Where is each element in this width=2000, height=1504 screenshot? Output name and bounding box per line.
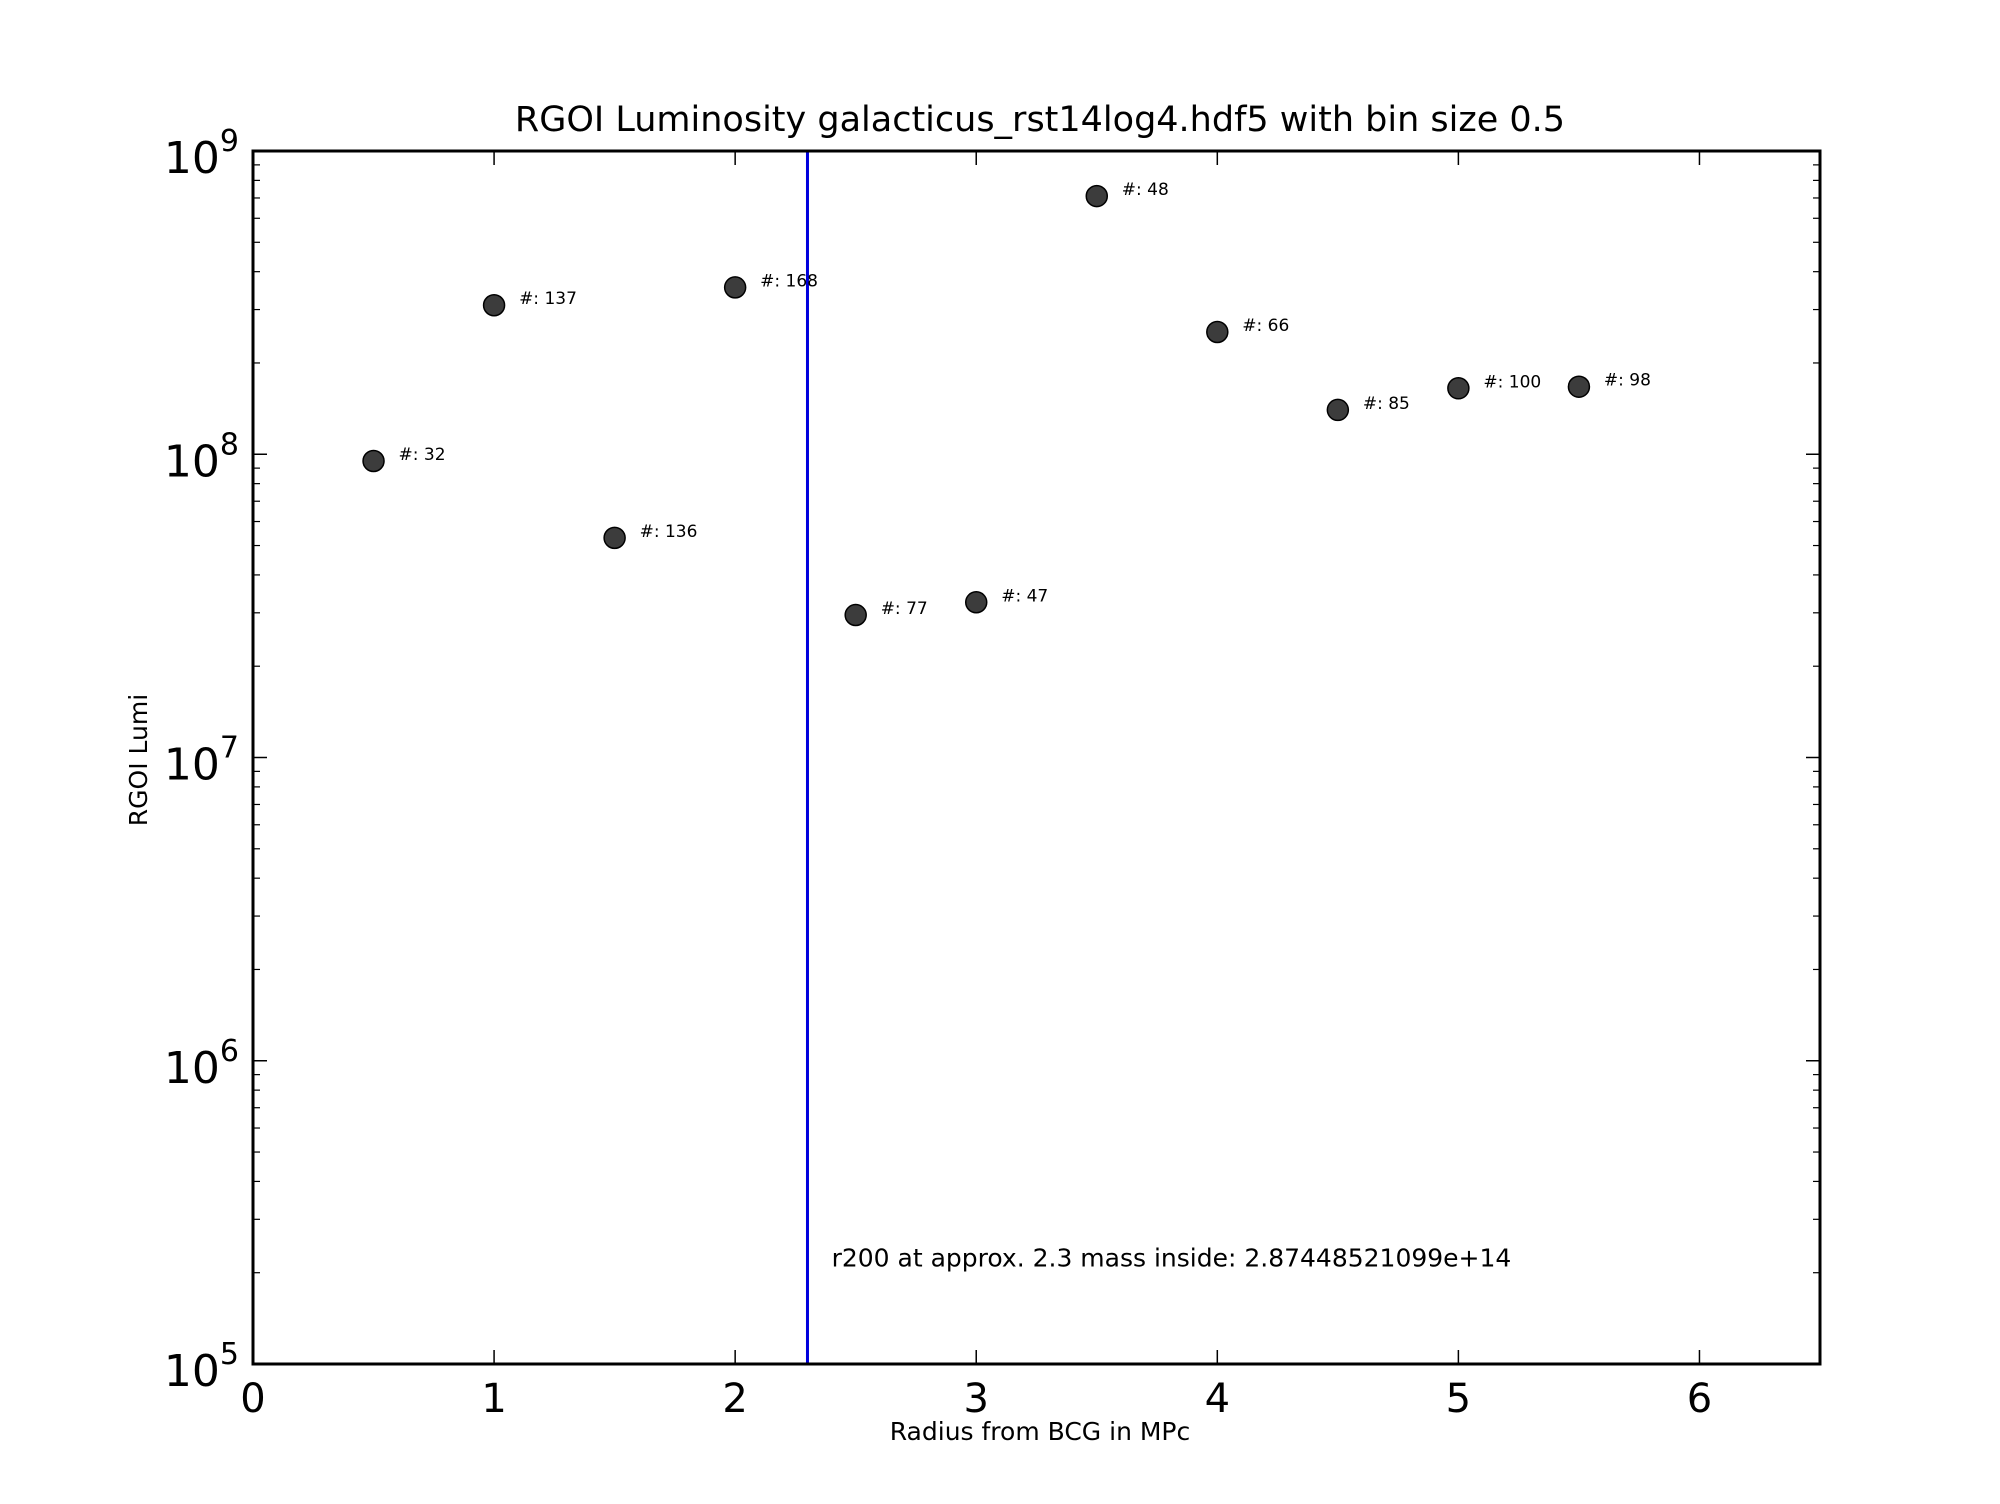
data-point — [1206, 320, 1229, 344]
axis-ticks: 0 1 2 3 4 5 6 105 106 107 108 109 — [164, 124, 1820, 1422]
data-point-label: #: 66 — [1242, 316, 1289, 336]
data-point — [844, 603, 867, 627]
data-point-label: #: 85 — [1363, 394, 1410, 414]
annotation-group: r200 at approx. 2.3 mass inside: 2.87448… — [832, 1243, 1512, 1272]
data-point-label: #: 47 — [1001, 586, 1048, 606]
x-tick-label: 6 — [1687, 1376, 1712, 1422]
data-point — [1567, 375, 1591, 398]
y-axis-label: RGOI Lumi — [124, 694, 153, 826]
data-point — [723, 276, 747, 299]
data-point-label: #: 32 — [399, 445, 446, 465]
data-point-label: #: 98 — [1604, 371, 1651, 391]
data-point — [1326, 398, 1350, 422]
x-tick-label: 1 — [481, 1376, 506, 1422]
data-point — [362, 449, 385, 473]
x-tick-label: 4 — [1205, 1376, 1230, 1422]
data-point-label: #: 77 — [881, 599, 928, 619]
y-tick-label: 106 — [164, 1034, 239, 1094]
y-tick-label: 105 — [164, 1337, 239, 1397]
x-axis-label: Radius from BCG in MPc — [890, 1417, 1191, 1446]
x-tick-label: 5 — [1446, 1376, 1471, 1422]
data-point-label: #: 168 — [760, 271, 818, 291]
data-point-label: #: 48 — [1122, 180, 1169, 200]
data-point — [1085, 184, 1109, 208]
data-point — [482, 293, 506, 317]
data-point — [964, 591, 988, 614]
data-point-label: #: 100 — [1483, 372, 1541, 392]
x-tick-label: 3 — [964, 1376, 989, 1422]
r200-annotation: r200 at approx. 2.3 mass inside: 2.87448… — [832, 1243, 1512, 1272]
data-points: #: 32 #: 137 #: 136 #: 168 #: 77 #: 47 #: 48 #:… — [362, 180, 1651, 627]
x-tick-label: 0 — [240, 1376, 265, 1422]
chart-title: RGOI Luminosity galacticus_rst14log4.hdf… — [515, 100, 1565, 140]
y-tick-label: 108 — [164, 427, 239, 487]
data-point — [1447, 377, 1470, 400]
data-point — [603, 526, 626, 550]
y-tick-label: 107 — [164, 731, 239, 791]
x-tick-label: 2 — [722, 1376, 747, 1422]
data-point-label: #: 136 — [640, 522, 698, 542]
data-point-label: #: 137 — [519, 289, 577, 309]
plot-area-frame — [251, 149, 1822, 1366]
y-tick-label: 109 — [164, 124, 239, 184]
